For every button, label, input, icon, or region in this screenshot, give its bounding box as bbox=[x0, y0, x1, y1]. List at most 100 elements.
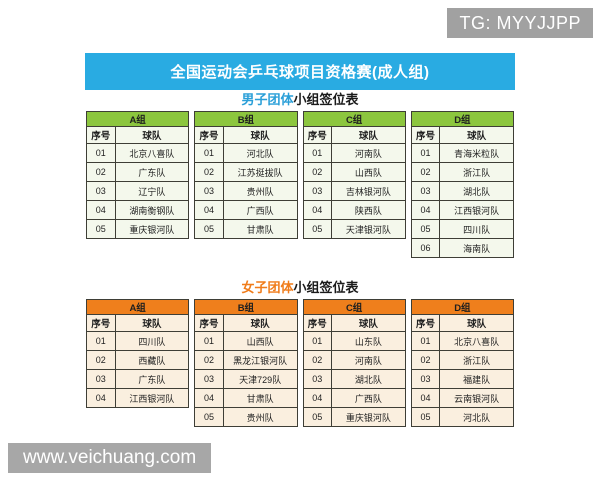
table-row: 01 河南队 bbox=[302, 143, 406, 163]
team-name: 江西银河队 bbox=[439, 200, 514, 220]
seed-number: 05 bbox=[86, 219, 116, 239]
team-name: 辽宁队 bbox=[114, 181, 190, 201]
team-name: 北京八喜队 bbox=[439, 331, 514, 351]
team-name: 重庆银河队 bbox=[114, 219, 190, 239]
seed-number: 01 bbox=[302, 143, 333, 163]
team-name: 广东队 bbox=[114, 162, 190, 182]
table-row: 04 甘肃队 bbox=[194, 388, 298, 408]
group-table: B组 序号 球队 01 山西队 02 黑龙江银河队 03 天津729队 04 甘… bbox=[194, 299, 298, 427]
table-row: 01 山西队 bbox=[194, 331, 298, 351]
group-name: D组 bbox=[410, 111, 515, 127]
team-name: 黑龙江银河队 bbox=[222, 350, 298, 370]
col-header-no: 序号 bbox=[194, 126, 224, 144]
table-row: 03 贵州队 bbox=[194, 181, 298, 201]
team-name: 青海米粒队 bbox=[439, 143, 514, 163]
seed-number: 01 bbox=[410, 331, 441, 351]
col-header-no: 序号 bbox=[302, 314, 333, 332]
table-row: 04 江西银河队 bbox=[86, 388, 190, 408]
group-tables-row: A组 序号 球队 01 北京八喜队 02 广东队 03 辽宁队 04 湖南衡钢队… bbox=[85, 111, 515, 258]
table-row: 06 海南队 bbox=[410, 238, 514, 258]
group-header-row: B组 bbox=[194, 299, 298, 315]
team-name: 陕西队 bbox=[331, 200, 406, 220]
seed-number: 01 bbox=[194, 143, 224, 163]
seed-number: 05 bbox=[194, 407, 224, 427]
seed-number: 03 bbox=[194, 181, 224, 201]
column-header-row: 序号 球队 bbox=[410, 126, 514, 144]
table-row: 02 浙江队 bbox=[410, 162, 514, 182]
seed-number: 03 bbox=[410, 369, 441, 389]
group-header-row: D组 bbox=[410, 111, 515, 127]
col-header-team: 球队 bbox=[439, 314, 514, 332]
table-row: 04 湖南衡钢队 bbox=[86, 200, 190, 220]
section-title: 女子团体小组签位表 bbox=[86, 280, 514, 296]
table-row: 05 四川队 bbox=[410, 219, 514, 239]
table-row: 04 广西队 bbox=[302, 388, 406, 408]
section-title-category: 男子团体 bbox=[241, 92, 294, 107]
section-women: 女子团体小组签位表 A组 序号 球队 01 四川队 02 西藏队 03 广东队 … bbox=[85, 280, 515, 427]
team-name: 云南银河队 bbox=[439, 388, 514, 408]
table-row: 02 浙江队 bbox=[410, 350, 514, 370]
seed-number: 02 bbox=[194, 350, 224, 370]
group-tables-row: A组 序号 球队 01 四川队 02 西藏队 03 广东队 04 江西银河队 B… bbox=[85, 299, 515, 427]
group-header-row: C组 bbox=[302, 299, 406, 315]
team-name: 甘肃队 bbox=[222, 388, 298, 408]
team-name: 福建队 bbox=[439, 369, 514, 389]
seed-number: 01 bbox=[86, 143, 116, 163]
table-row: 03 吉林银河队 bbox=[302, 181, 406, 201]
table-row: 05 贵州队 bbox=[194, 407, 298, 427]
col-header-team: 球队 bbox=[222, 126, 298, 144]
team-name: 广西队 bbox=[222, 200, 298, 220]
seed-number: 01 bbox=[194, 331, 224, 351]
team-name: 四川队 bbox=[114, 331, 190, 351]
col-header-team: 球队 bbox=[439, 126, 514, 144]
column-header-row: 序号 球队 bbox=[194, 314, 298, 332]
col-header-no: 序号 bbox=[302, 126, 333, 144]
table-row: 04 云南银河队 bbox=[410, 388, 514, 408]
team-name: 河南队 bbox=[331, 350, 406, 370]
group-name: D组 bbox=[410, 299, 515, 315]
team-name: 甘肃队 bbox=[222, 219, 298, 239]
table-row: 05 重庆银河队 bbox=[302, 407, 406, 427]
team-name: 湖北队 bbox=[439, 181, 514, 201]
seed-number: 04 bbox=[302, 388, 333, 408]
group-header-row: C组 bbox=[302, 111, 406, 127]
seed-number: 03 bbox=[302, 181, 333, 201]
event-title-banner: 全国运动会乒乓球项目资格赛(成人组) bbox=[85, 53, 515, 90]
table-row: 03 福建队 bbox=[410, 369, 514, 389]
seed-number: 03 bbox=[194, 369, 224, 389]
col-header-no: 序号 bbox=[410, 126, 441, 144]
seed-number: 01 bbox=[302, 331, 333, 351]
team-name: 山西队 bbox=[222, 331, 298, 351]
event-title: 全国运动会乒乓球项目资格赛(成人组) bbox=[170, 64, 430, 81]
table-row: 03 天津729队 bbox=[194, 369, 298, 389]
seed-number: 03 bbox=[86, 181, 116, 201]
column-header-row: 序号 球队 bbox=[86, 126, 190, 144]
table-row: 02 西藏队 bbox=[86, 350, 190, 370]
team-name: 浙江队 bbox=[439, 162, 514, 182]
seed-number: 02 bbox=[410, 350, 441, 370]
seed-number: 05 bbox=[302, 407, 333, 427]
col-header-team: 球队 bbox=[222, 314, 298, 332]
group-name: B组 bbox=[194, 111, 298, 127]
group-name: C组 bbox=[302, 111, 406, 127]
seed-number: 02 bbox=[302, 350, 333, 370]
seed-number: 01 bbox=[86, 331, 116, 351]
team-name: 河北队 bbox=[439, 407, 514, 427]
group-name: A组 bbox=[85, 299, 190, 315]
seed-number: 05 bbox=[194, 219, 224, 239]
table-row: 02 黑龙江银河队 bbox=[194, 350, 298, 370]
group-table: B组 序号 球队 01 河北队 02 江苏挺拔队 03 贵州队 04 广西队 0… bbox=[194, 111, 298, 239]
seed-number: 03 bbox=[86, 369, 116, 389]
col-header-no: 序号 bbox=[410, 314, 441, 332]
col-header-team: 球队 bbox=[331, 126, 406, 144]
table-row: 02 河南队 bbox=[302, 350, 406, 370]
col-header-team: 球队 bbox=[114, 126, 190, 144]
team-name: 江西银河队 bbox=[114, 388, 190, 408]
team-name: 海南队 bbox=[439, 238, 514, 258]
team-name: 广西队 bbox=[331, 388, 406, 408]
seed-number: 05 bbox=[410, 219, 441, 239]
seed-number: 04 bbox=[194, 388, 224, 408]
watermark: www.veichuang.com bbox=[8, 443, 212, 473]
col-header-team: 球队 bbox=[114, 314, 190, 332]
